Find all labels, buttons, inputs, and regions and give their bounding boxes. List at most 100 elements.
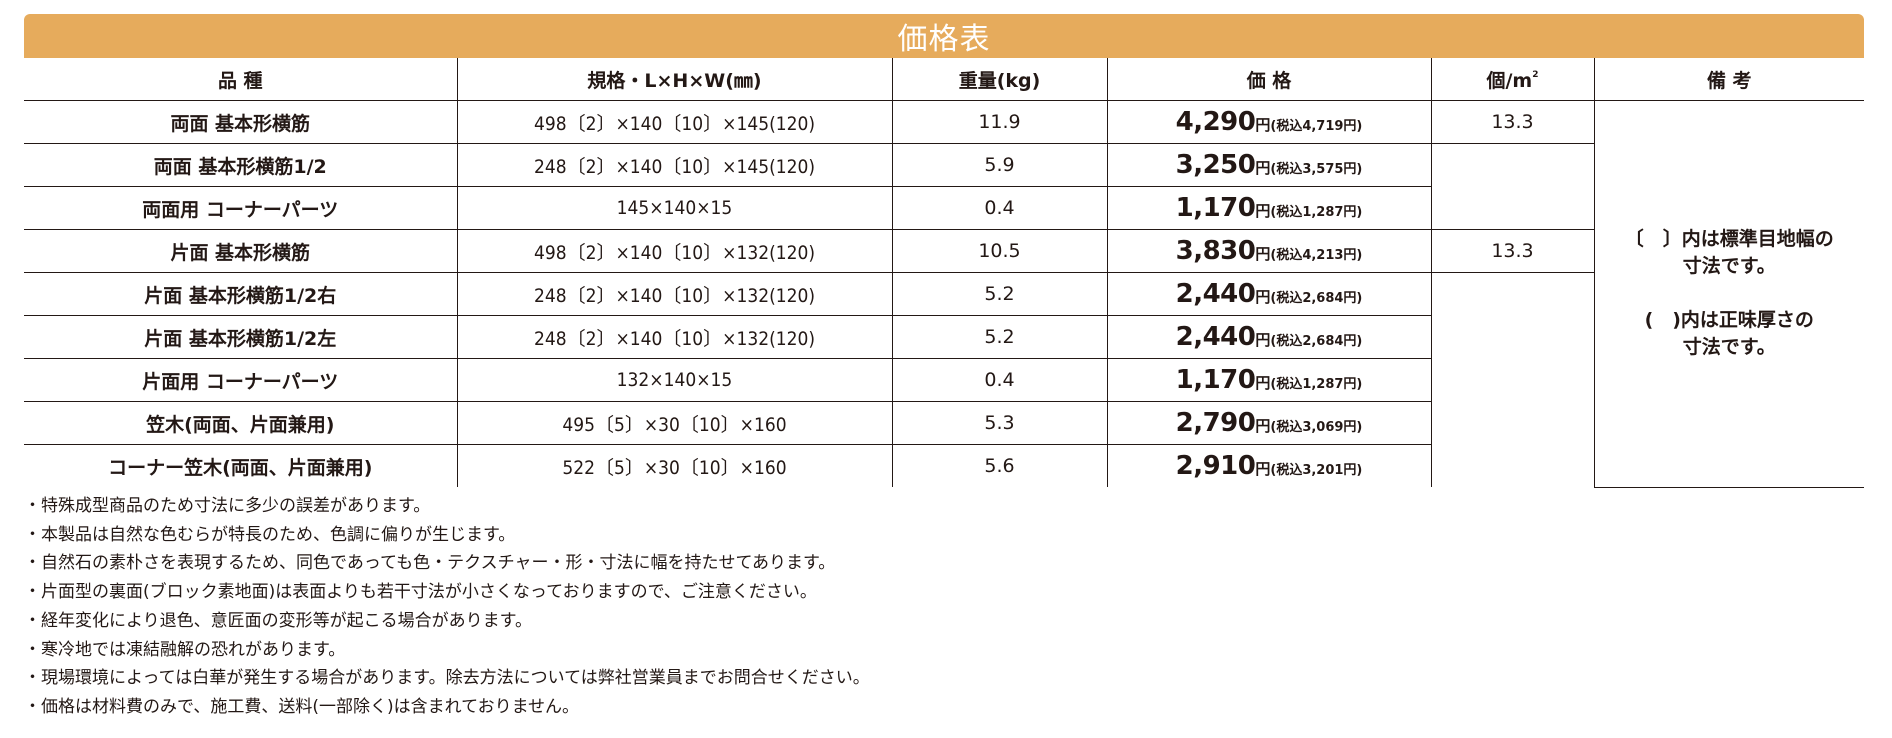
price-yen: 円 bbox=[1255, 116, 1271, 134]
header-weight: 重量(kg) bbox=[891, 58, 1107, 101]
product-weight: 5.3 bbox=[891, 401, 1107, 445]
product-spec: 145×140×15 bbox=[456, 186, 892, 230]
price-yen: 円 bbox=[1255, 417, 1271, 435]
table-row: 笠木(両面、片面兼用) 495〔5〕×30〔10〕×160 5.3 2,790円… bbox=[24, 401, 1864, 445]
product-price: 2,440円(税込2,684円) bbox=[1106, 315, 1431, 359]
price-yen: 円 bbox=[1255, 331, 1271, 349]
price-table-title: 価格表 bbox=[897, 22, 991, 57]
remarks-line: 寸法です。 bbox=[1682, 255, 1776, 278]
product-name: 両面 基本形横筋1/2 bbox=[24, 143, 457, 187]
note-item: ・寒冷地では凍結融解の恐れがあります。 bbox=[24, 639, 346, 660]
price-value: 2,440 bbox=[1175, 279, 1256, 309]
product-name: 両面 基本形横筋 bbox=[24, 100, 457, 144]
remarks-line: ( )内は正味厚さの bbox=[1644, 309, 1814, 332]
product-price: 2,910円(税込3,201円) bbox=[1106, 444, 1431, 487]
table-row: 片面用 コーナーパーツ 132×140×15 0.4 1,170円(税込1,28… bbox=[24, 358, 1864, 402]
price-value: 3,830 bbox=[1175, 236, 1256, 266]
price-value: 2,790 bbox=[1175, 408, 1256, 438]
product-weight: 5.2 bbox=[891, 272, 1107, 316]
product-spec: 132×140×15 bbox=[456, 358, 892, 402]
product-spec: 495〔5〕×30〔10〕×160 bbox=[456, 401, 892, 445]
price-tax-included: (税込3,575円) bbox=[1270, 162, 1363, 177]
per-sqm bbox=[1430, 272, 1594, 487]
note-item: ・本製品は自然な色むらが特長のため、色調に偏りが生じます。 bbox=[24, 524, 516, 545]
per-sqm bbox=[1430, 143, 1594, 230]
product-price: 3,830円(税込4,213円) bbox=[1106, 229, 1431, 273]
header-per-sqm: 個/m2 bbox=[1430, 58, 1594, 101]
product-price: 2,440円(税込2,684円) bbox=[1106, 272, 1431, 316]
price-yen: 円 bbox=[1255, 159, 1271, 177]
remarks-line: 寸法です。 bbox=[1682, 336, 1776, 359]
product-name: コーナー笠木(両面、片面兼用) bbox=[108, 456, 373, 479]
product-name: 片面 基本形横筋1/2左 bbox=[24, 315, 457, 359]
price-value: 3,250 bbox=[1175, 150, 1256, 180]
product-spec: 522〔5〕×30〔10〕×160 bbox=[456, 444, 892, 487]
product-spec: 498〔2〕×140〔10〕×132(120) bbox=[456, 229, 892, 273]
product-price: 4,290円(税込4,719円) bbox=[1106, 100, 1431, 144]
notes-list: ・特殊成型商品のため寸法に多少の誤差があります。 ・本製品は自然な色むらが特長の… bbox=[24, 492, 870, 722]
product-spec: 498〔2〕×140〔10〕×145(120) bbox=[456, 100, 892, 144]
price-tax-included: (税込2,684円) bbox=[1270, 291, 1363, 306]
header-spec: 規格・L×H×W(㎜) bbox=[456, 58, 892, 101]
price-yen: 円 bbox=[1255, 374, 1271, 392]
table-row: 片面 基本形横筋 498〔2〕×140〔10〕×132(120) 10.5 3,… bbox=[24, 229, 1864, 273]
table-row: 両面 基本形横筋1/2 248〔2〕×140〔10〕×145(120) 5.9 … bbox=[24, 143, 1864, 230]
product-spec: 248〔2〕×140〔10〕×132(120) bbox=[456, 315, 892, 359]
product-name: 両面用 コーナーパーツ bbox=[24, 186, 457, 230]
note-item: ・自然石の素朴さを表現するため、同色であっても色・テクスチャー・形・寸法に幅を持… bbox=[24, 553, 836, 574]
price-tax-included: (税込4,213円) bbox=[1270, 248, 1363, 263]
remarks-cell: 〔 〕内は標準目地幅の 寸法です。 ( )内は正味厚さの 寸法です。 bbox=[1593, 100, 1864, 488]
product-name: 片面 基本形横筋1/2右 bbox=[24, 272, 457, 316]
price-table-title-bar: 価格表 bbox=[24, 14, 1864, 58]
product-name: 笠木(両面、片面兼用) bbox=[24, 401, 457, 445]
product-weight: 10.5 bbox=[891, 229, 1107, 273]
product-price: 3,250円(税込3,575円) bbox=[1106, 143, 1431, 187]
product-weight: 5.2 bbox=[891, 315, 1107, 359]
price-value: 4,290 bbox=[1175, 107, 1256, 137]
note-item: ・片面型の裏面(ブロック素地面)は表面よりも若干寸法が小さくなっておりますので、… bbox=[24, 582, 817, 603]
price-yen: 円 bbox=[1255, 202, 1271, 220]
price-yen: 円 bbox=[1255, 288, 1271, 306]
header-remarks: 備 考 bbox=[1593, 58, 1864, 101]
product-name: 片面 基本形横筋 bbox=[24, 229, 457, 273]
product-price: 2,790円(税込3,069円) bbox=[1106, 401, 1431, 445]
product-price: 1,170円(税込1,287円) bbox=[1106, 186, 1431, 230]
product-name: 片面用 コーナーパーツ bbox=[24, 358, 457, 402]
table-header-row: 品 種 規格・L×H×W(㎜) 重量(kg) 価 格 個/m2 備 考 bbox=[24, 58, 1864, 101]
table-row: 片面 基本形横筋1/2右 248〔2〕×140〔10〕×132(120) 5.2… bbox=[24, 272, 1864, 487]
price-value: 2,910 bbox=[1175, 451, 1256, 481]
product-weight: 0.4 bbox=[891, 358, 1107, 402]
price-tax-included: (税込3,069円) bbox=[1270, 420, 1363, 435]
header-per-sqm-label: 個/m bbox=[1486, 69, 1533, 92]
remarks-line: 〔 〕内は標準目地幅の bbox=[1624, 228, 1834, 251]
product-weight: 11.9 bbox=[891, 100, 1107, 144]
header-name: 品 種 bbox=[24, 58, 457, 101]
header-per-sqm-sup: 2 bbox=[1532, 69, 1539, 80]
product-spec: 248〔2〕×140〔10〕×132(120) bbox=[456, 272, 892, 316]
price-value: 2,440 bbox=[1175, 322, 1256, 352]
table-row: 両面用 コーナーパーツ 145×140×15 0.4 1,170円(税込1,28… bbox=[24, 186, 1864, 230]
price-value: 1,170 bbox=[1175, 193, 1256, 223]
note-item: ・価格は材料費のみで、施工費、送料(一部除く)は含まれておりません。 bbox=[24, 696, 580, 717]
product-price: 1,170円(税込1,287円) bbox=[1106, 358, 1431, 402]
product-spec: 248〔2〕×140〔10〕×145(120) bbox=[456, 143, 892, 187]
price-table: 品 種 規格・L×H×W(㎜) 重量(kg) 価 格 個/m2 備 考 両面 基… bbox=[24, 58, 1864, 488]
table-row: 片面 基本形横筋1/2左 248〔2〕×140〔10〕×132(120) 5.2… bbox=[24, 315, 1864, 359]
header-price: 価 格 bbox=[1106, 58, 1431, 101]
product-weight: 5.9 bbox=[891, 143, 1107, 187]
table-row: コーナー笠木(両面、片面兼用) 522〔5〕×30〔10〕×160 5.6 2,… bbox=[24, 444, 1864, 487]
product-weight: 0.4 bbox=[891, 186, 1107, 230]
price-tax-included: (税込1,287円) bbox=[1270, 377, 1363, 392]
table-row: 両面 基本形横筋 498〔2〕×140〔10〕×145(120) 11.9 4,… bbox=[24, 100, 1864, 488]
note-item: ・特殊成型商品のため寸法に多少の誤差があります。 bbox=[24, 496, 431, 516]
per-sqm: 13.3 bbox=[1430, 229, 1594, 273]
note-item: ・経年変化により退色、意匠面の変形等が起こる場合があります。 bbox=[24, 610, 532, 631]
price-tax-included: (税込4,719円) bbox=[1270, 119, 1363, 134]
product-weight: 5.6 bbox=[891, 444, 1107, 487]
per-sqm: 13.3 bbox=[1430, 100, 1594, 144]
price-tax-included: (税込3,201円) bbox=[1270, 463, 1363, 478]
note-item: ・現場環境によっては白華が発生する場合があります。除去方法については弊社営業員ま… bbox=[24, 668, 870, 689]
price-yen: 円 bbox=[1255, 460, 1271, 478]
price-tax-included: (税込2,684円) bbox=[1270, 334, 1363, 349]
price-value: 1,170 bbox=[1175, 365, 1256, 395]
